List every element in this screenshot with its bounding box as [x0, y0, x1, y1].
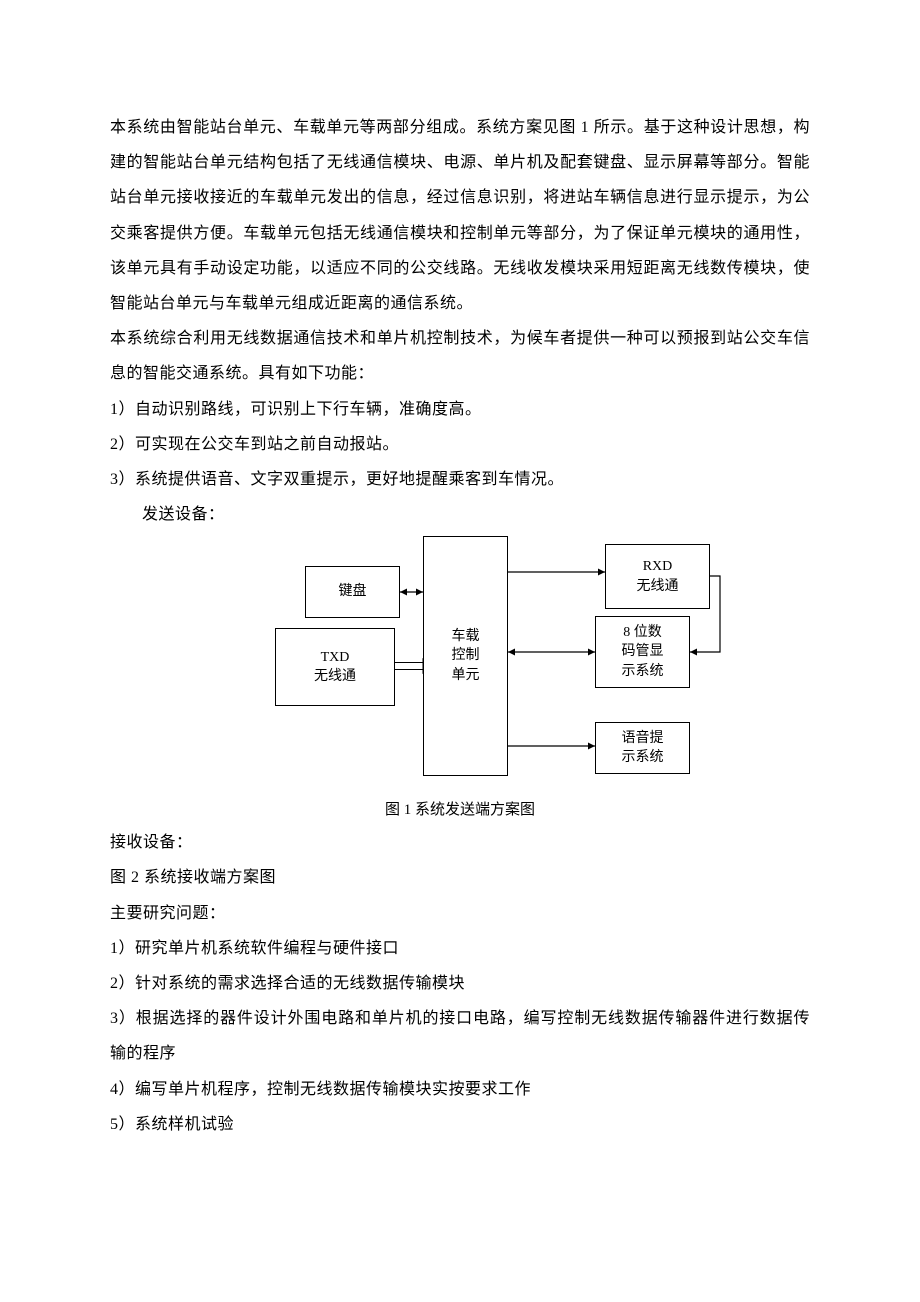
paragraph-intro: 本系统由智能站台单元、车载单元等两部分组成。系统方案见图 1 所示。基于这种设计…	[110, 110, 810, 321]
node-txd: TXD无线通	[275, 628, 395, 706]
node-rxd: RXD无线通	[605, 544, 710, 609]
node-display: 8 位数码管显示系统	[595, 616, 690, 688]
figure-1-diagram: 键盘TXD无线通公交车载控制单元RXD无线通8 位数码管显示系统语音提示系统	[200, 536, 720, 796]
recv-device-label: 接收设备：	[110, 825, 810, 860]
research-item-4: 4）编写单片机程序，控制无线数据传输模块实按要求工作	[110, 1072, 810, 1107]
research-item-2: 2）针对系统的需求选择合适的无线数据传输模块	[110, 966, 810, 1001]
research-item-3: 3）根据选择的器件设计外围电路和单片机的接口电路，编写控制无线数据传输器件进行数…	[110, 1001, 810, 1071]
research-item-5: 5）系统样机试验	[110, 1107, 810, 1142]
paragraph-features-intro: 本系统综合利用无线数据通信技术和单片机控制技术，为候车者提供一种可以预报到站公交…	[110, 321, 810, 391]
research-label: 主要研究问题：	[110, 896, 810, 931]
feature-item-2: 2）可实现在公交车到站之前自动报站。	[110, 427, 810, 462]
send-device-label: 发送设备：	[110, 497, 810, 532]
node-control: 车载控制单元	[423, 536, 508, 776]
node-voice: 语音提示系统	[595, 722, 690, 774]
feature-item-1: 1）自动识别路线，可识别上下行车辆，准确度高。	[110, 392, 810, 427]
feature-item-3: 3）系统提供语音、文字双重提示，更好地提醒乘客到车情况。	[110, 462, 810, 497]
node-keyboard: 键盘	[305, 566, 400, 618]
research-item-1: 1）研究单片机系统软件编程与硬件接口	[110, 931, 810, 966]
figure-1-wrap: 键盘TXD无线通公交车载控制单元RXD无线通8 位数码管显示系统语音提示系统 图…	[110, 536, 810, 819]
figure-2-label: 图 2 系统接收端方案图	[110, 860, 810, 895]
figure-1-caption: 图 1 系统发送端方案图	[385, 798, 535, 819]
